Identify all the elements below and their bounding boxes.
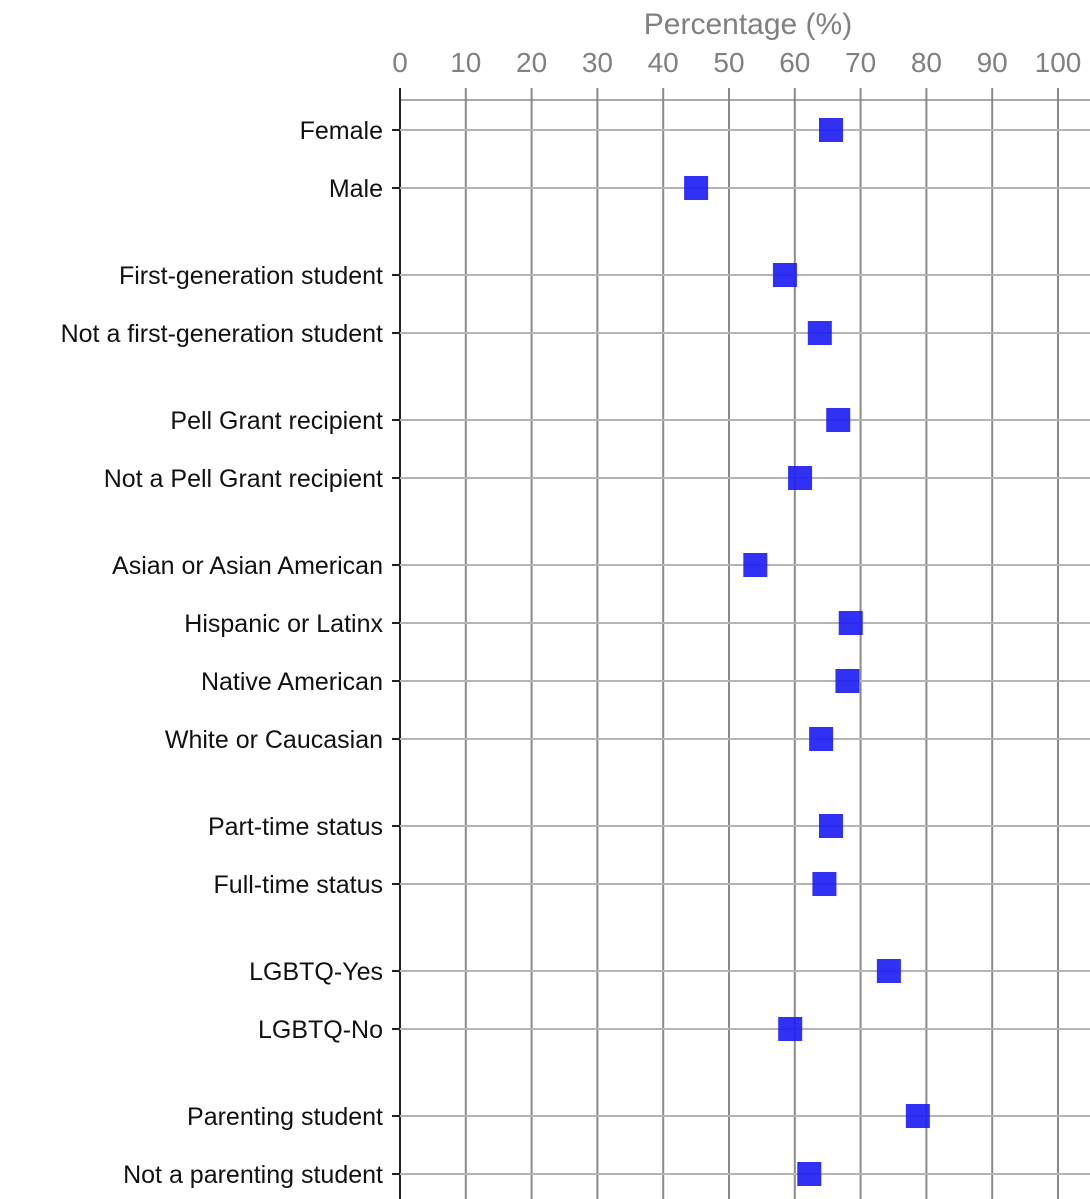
data-point-marker: [778, 1017, 803, 1041]
category-label: Not a Pell Grant recipient: [104, 465, 383, 493]
category-rows: Female Male First-generation student Not a …: [61, 117, 1090, 1189]
data-point-marker: [809, 727, 834, 751]
grid-lines: [399, 88, 1090, 1199]
x-axis-title: Percentage (%): [644, 8, 852, 41]
data-point-marker: [812, 872, 837, 896]
data-point-marker: [743, 553, 768, 577]
category-label: Full-time status: [214, 871, 383, 899]
category-label: LGBTQ-No: [258, 1016, 383, 1044]
category-label: Hispanic or Latinx: [184, 610, 383, 638]
x-tick-label: 10: [450, 47, 481, 78]
data-point-marker: [788, 466, 813, 490]
data-point-marker: [826, 408, 851, 432]
data-point-marker: [905, 1104, 930, 1128]
category-label: White or Caucasian: [165, 726, 383, 754]
x-tick-label: 0: [392, 47, 408, 78]
x-tick-label: 50: [713, 47, 744, 78]
data-point-marker: [835, 669, 860, 693]
x-axis-ticks: 0 10 20 30 40 50 60 70 80 90 100: [392, 47, 1081, 78]
data-point-marker: [772, 263, 797, 287]
x-tick-label: 60: [779, 47, 810, 78]
x-tick-label: 20: [516, 47, 547, 78]
data-point-marker: [818, 118, 843, 142]
x-tick-label: 70: [845, 47, 876, 78]
x-tick-label: 40: [648, 47, 679, 78]
category-label: Male: [329, 175, 383, 203]
data-point-marker: [818, 814, 843, 838]
category-label: Not a parenting student: [123, 1161, 383, 1189]
data-points: [684, 118, 930, 1186]
category-label: Parenting student: [187, 1103, 383, 1131]
x-tick-label: 90: [977, 47, 1008, 78]
data-point-marker: [876, 959, 901, 983]
x-tick-label: 100: [1035, 47, 1082, 78]
data-point-marker: [797, 1162, 822, 1186]
x-tick-label: 80: [911, 47, 942, 78]
data-point-marker: [838, 611, 863, 635]
x-tick-label: 30: [582, 47, 613, 78]
category-label: Pell Grant recipient: [170, 407, 383, 435]
category-label: Asian or Asian American: [112, 552, 383, 580]
data-point-marker: [684, 176, 709, 200]
data-point-marker: [807, 321, 832, 345]
category-label: First-generation student: [119, 262, 383, 290]
category-label: Not a first-generation student: [61, 320, 383, 348]
category-label: Native American: [201, 668, 383, 696]
category-label: Part-time status: [208, 813, 383, 841]
category-label: Female: [300, 117, 383, 145]
category-label: LGBTQ-Yes: [249, 958, 383, 986]
